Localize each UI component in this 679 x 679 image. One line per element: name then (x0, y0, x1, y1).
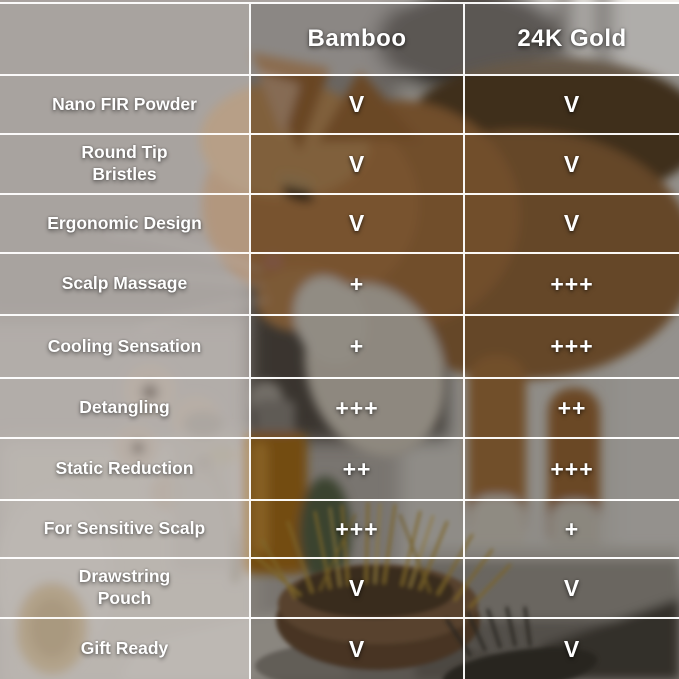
table-row-ergonomic-design: Ergonomic Design V V (0, 193, 679, 252)
gold-value: +++ (550, 333, 594, 359)
feature-label: Gift Ready (80, 638, 169, 659)
bamboo-value: V (348, 91, 366, 117)
feature-label: Static Reduction (55, 458, 194, 479)
feature-label: Detangling (79, 397, 170, 418)
table-row-round-tip-bristles: Round Tip Bristles V V (0, 133, 679, 193)
gold-value: V (563, 91, 581, 117)
table-row-detangling: Detangling +++ ++ (0, 377, 679, 437)
photo-wooden-brush (250, 501, 512, 679)
column-header-24k-gold: 24K Gold (463, 4, 679, 74)
gold-value: V (563, 635, 581, 662)
bamboo-value: + (349, 333, 365, 359)
bamboo-value: + (349, 270, 365, 297)
feature-label: Nano FIR Powder (52, 93, 197, 114)
table-row-cooling-sensation: Cooling Sensation + +++ (0, 314, 679, 377)
feature-label: For Sensitive Scalp (43, 518, 206, 539)
feature-label: Round Tip Bristles (81, 142, 168, 184)
table-row-scalp-massage: Scalp Massage + +++ (0, 252, 679, 314)
bamboo-value: V (348, 635, 366, 662)
table-row-nano-fir-powder: Nano FIR Powder V V (0, 74, 679, 133)
feature-label: Drawstring Pouch (78, 566, 171, 608)
bamboo-value: ++ (342, 455, 372, 482)
gold-value: +++ (550, 455, 594, 482)
gold-value: V (563, 210, 581, 236)
bamboo-value: +++ (335, 515, 379, 542)
table-row-for-sensitive-scalp: For Sensitive Scalp +++ + (0, 499, 679, 557)
table-row-drawstring-pouch: Drawstring Pouch V V (0, 557, 679, 617)
feature-label: Cooling Sensation (47, 335, 202, 356)
feature-column-header (0, 4, 249, 74)
bamboo-value: V (348, 574, 366, 601)
column-header-24k-gold-label: 24K Gold (517, 25, 627, 52)
table-row-static-reduction: Static Reduction ++ +++ (0, 437, 679, 499)
table-row-gift-ready: Gift Ready V V (0, 617, 679, 679)
column-header-bamboo-label: Bamboo (307, 25, 407, 52)
bamboo-value: V (348, 150, 366, 177)
bamboo-value: +++ (335, 394, 379, 421)
photo-brush-bristles (250, 501, 512, 609)
gold-value: ++ (557, 394, 587, 421)
column-header-bamboo: Bamboo (249, 4, 463, 74)
feature-label: Scalp Massage (61, 273, 188, 294)
gold-value: V (563, 150, 581, 177)
bamboo-value: V (348, 210, 366, 236)
gold-value: + (564, 515, 580, 542)
gold-value: V (563, 574, 581, 601)
table-header-row: Bamboo 24K Gold (0, 2, 679, 74)
gold-value: +++ (550, 270, 594, 297)
photo-dark-brush-silhouette (442, 606, 598, 679)
feature-label: Ergonomic Design (47, 212, 202, 233)
